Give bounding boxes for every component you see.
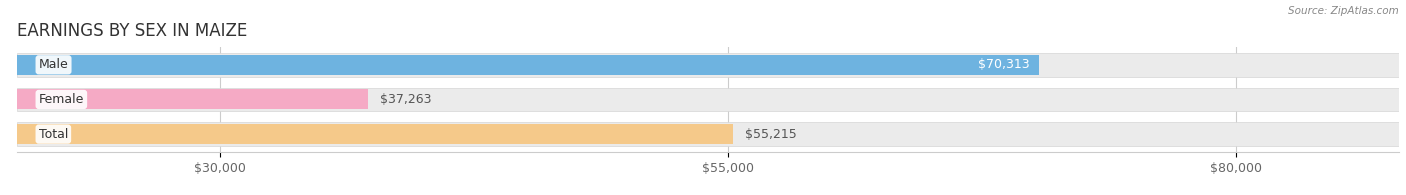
Text: Male: Male	[38, 58, 69, 71]
Text: EARNINGS BY SEX IN MAIZE: EARNINGS BY SEX IN MAIZE	[17, 22, 247, 40]
Bar	[17, 89, 368, 110]
Bar	[17, 53, 1399, 77]
Bar	[17, 124, 733, 144]
Text: Source: ZipAtlas.com: Source: ZipAtlas.com	[1288, 6, 1399, 16]
Text: $37,263: $37,263	[380, 93, 432, 106]
Bar	[17, 88, 1399, 111]
Bar	[17, 122, 1399, 146]
Text: $70,313: $70,313	[977, 58, 1029, 71]
Text: Female: Female	[38, 93, 84, 106]
Text: $55,215: $55,215	[745, 128, 797, 141]
Bar	[17, 55, 1039, 75]
Text: Total: Total	[38, 128, 67, 141]
